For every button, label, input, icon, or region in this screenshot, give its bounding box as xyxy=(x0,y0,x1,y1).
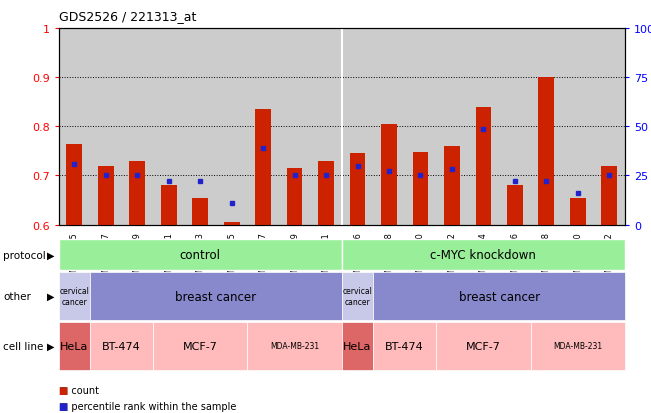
Bar xyxy=(436,322,531,370)
Bar xyxy=(153,322,247,370)
Bar xyxy=(66,144,82,225)
Text: MCF-7: MCF-7 xyxy=(466,341,501,351)
Bar xyxy=(475,107,492,225)
Bar xyxy=(531,322,625,370)
Text: GDS2526 / 221313_at: GDS2526 / 221313_at xyxy=(59,10,196,23)
Text: ■ count: ■ count xyxy=(59,385,98,395)
Text: ▶: ▶ xyxy=(47,341,55,351)
Text: BT-474: BT-474 xyxy=(102,341,141,351)
Bar xyxy=(381,125,397,225)
Text: HeLa: HeLa xyxy=(343,341,372,351)
Text: MCF-7: MCF-7 xyxy=(183,341,217,351)
Text: ▶: ▶ xyxy=(47,291,55,301)
Text: ■ percentile rank within the sample: ■ percentile rank within the sample xyxy=(59,401,236,411)
Bar xyxy=(538,78,554,225)
Bar xyxy=(350,154,365,225)
Bar xyxy=(318,161,334,225)
Bar xyxy=(444,147,460,225)
Text: cervical
cancer: cervical cancer xyxy=(342,287,372,306)
Text: MDA-MB-231: MDA-MB-231 xyxy=(270,342,319,350)
Text: cell line: cell line xyxy=(3,341,44,351)
Bar xyxy=(255,110,271,225)
Bar xyxy=(507,186,523,225)
Bar xyxy=(570,198,586,225)
Bar xyxy=(98,166,114,225)
Text: c-MYC knockdown: c-MYC knockdown xyxy=(430,249,536,261)
Bar xyxy=(286,169,303,225)
Bar xyxy=(247,322,342,370)
Text: control: control xyxy=(180,249,221,261)
Text: ▶: ▶ xyxy=(47,250,55,260)
Bar xyxy=(90,273,342,320)
Text: protocol: protocol xyxy=(3,250,46,260)
Text: breast cancer: breast cancer xyxy=(458,290,540,303)
Bar xyxy=(413,152,428,225)
Bar xyxy=(59,273,90,320)
Bar xyxy=(90,322,153,370)
Bar xyxy=(192,198,208,225)
Bar xyxy=(342,322,373,370)
Text: cervical
cancer: cervical cancer xyxy=(59,287,89,306)
Bar xyxy=(59,240,342,271)
Text: other: other xyxy=(3,291,31,301)
Bar xyxy=(602,166,617,225)
Bar xyxy=(373,322,436,370)
Bar xyxy=(342,273,373,320)
Text: MDA-MB-231: MDA-MB-231 xyxy=(553,342,602,350)
Text: BT-474: BT-474 xyxy=(385,341,424,351)
Bar xyxy=(373,273,625,320)
Text: ■: ■ xyxy=(58,385,67,395)
Bar xyxy=(161,186,176,225)
Text: breast cancer: breast cancer xyxy=(175,290,256,303)
Bar xyxy=(130,161,145,225)
Text: HeLa: HeLa xyxy=(60,341,89,351)
Text: ■: ■ xyxy=(58,401,67,411)
Bar xyxy=(224,223,240,225)
Bar xyxy=(59,322,90,370)
Bar xyxy=(342,240,625,271)
